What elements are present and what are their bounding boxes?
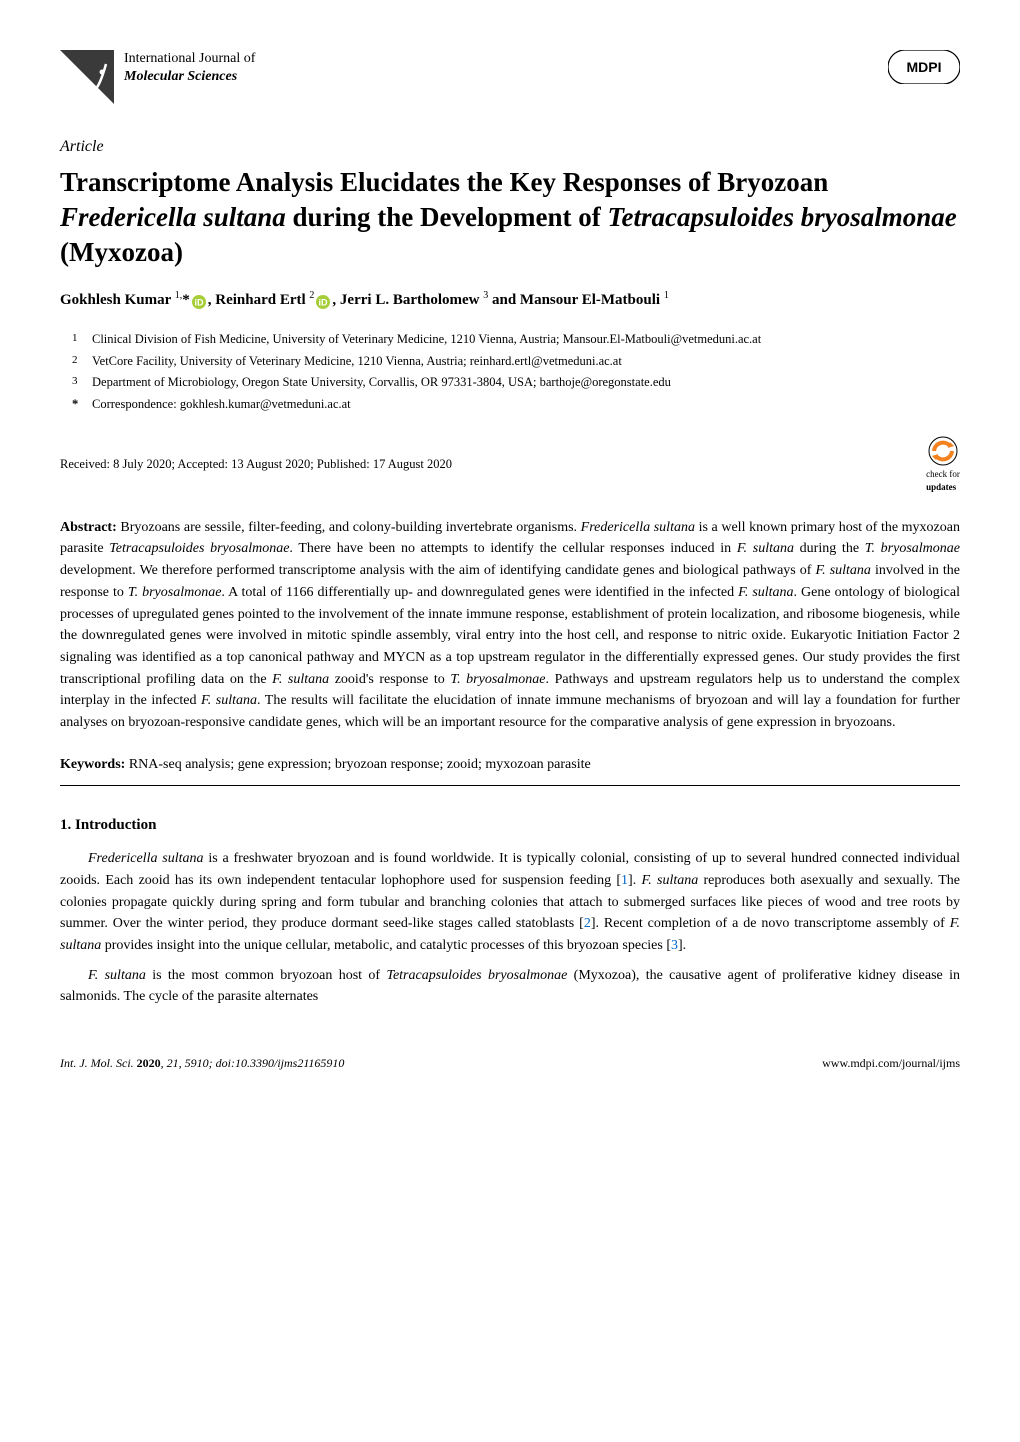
check-for-updates-badge[interactable]: check forupdates — [926, 434, 960, 495]
italic-term: F. sultana — [737, 541, 794, 556]
footer-link[interactable]: www.mdpi.com/journal/ijms — [822, 1056, 960, 1070]
correspondence-mark: * — [72, 395, 78, 414]
journal-name-line2: Molecular Sciences — [124, 68, 255, 86]
correspondence-row: * Correspondence: gokhlesh.kumar@vetmedu… — [92, 395, 960, 414]
journal-name: International Journal of Molecular Scien… — [124, 50, 255, 86]
title-part3: during the Development of — [286, 202, 608, 232]
affiliation-text: Department of Microbiology, Oregon State… — [92, 373, 671, 392]
italic-term: F. sultana — [88, 968, 146, 983]
italic-term: F. sultana — [272, 672, 329, 687]
author-1: Gokhlesh Kumar — [60, 292, 175, 308]
body-paragraph: F. sultana is the most common bryozoan h… — [60, 965, 960, 1008]
italic-term: Tetracapsuloides bryosalmonae — [386, 968, 567, 983]
article-type: Article — [60, 135, 960, 159]
footer-left: Int. J. Mol. Sci. 2020, 21, 5910; doi:10… — [60, 1054, 344, 1072]
journal-name-line1: International Journal of — [124, 50, 255, 68]
affiliation-row: 2 VetCore Facility, University of Veteri… — [92, 352, 960, 371]
author-1-star: * — [182, 292, 190, 308]
footer-year: 2020 — [137, 1056, 161, 1070]
footer-right[interactable]: www.mdpi.com/journal/ijms — [822, 1054, 960, 1072]
keywords-label: Keywords: — [60, 757, 125, 772]
dates-text: Received: 8 July 2020; Accepted: 13 Augu… — [60, 455, 452, 474]
affiliation-num: 2 — [72, 352, 78, 369]
article-title: Transcriptome Analysis Elucidates the Ke… — [60, 165, 960, 270]
header: International Journal of Molecular Scien… — [60, 50, 960, 111]
mdpi-logo-icon: MDPI — [888, 50, 960, 91]
author-3: , Jerri L. Bartholomew — [332, 292, 483, 308]
title-part4-italic: Tetracapsuloides bryosalmonae — [608, 202, 957, 232]
abstract-paragraph: Abstract: Bryozoans are sessile, filter-… — [60, 517, 960, 734]
affiliation-row: 3 Department of Microbiology, Oregon Sta… — [92, 373, 960, 392]
keywords-line: Keywords: RNA-seq analysis; gene express… — [60, 754, 960, 775]
author-2: , Reinhard Ertl — [208, 292, 310, 308]
divider — [60, 785, 960, 786]
italic-term: T. bryosalmonae — [128, 585, 222, 600]
title-part1: Transcriptome Analysis Elucidates the Ke… — [60, 167, 828, 197]
affiliation-num: 1 — [72, 330, 78, 347]
italic-term: F. sultana — [815, 563, 871, 578]
authors-line: Gokhlesh Kumar 1,*iD, Reinhard Ertl 2iD,… — [60, 288, 960, 312]
italic-term: F. sultana — [738, 585, 793, 600]
dates-row: Received: 8 July 2020; Accepted: 13 Augu… — [60, 434, 960, 495]
italic-term: Tetracapsuloides bryosalmonae — [109, 541, 289, 556]
keywords-text: RNA-seq analysis; gene expression; bryoz… — [125, 757, 590, 772]
affiliation-text: Clinical Division of Fish Medicine, Univ… — [92, 330, 761, 349]
check-updates-label: check forupdates — [926, 468, 960, 495]
footer-journal-abbrev: Int. J. Mol. Sci. — [60, 1056, 137, 1070]
section-heading-introduction: 1. Introduction — [60, 814, 960, 837]
reference-link[interactable]: 2 — [584, 916, 591, 931]
author-4-sup: 1 — [664, 290, 669, 301]
author-2-sup: 2 — [309, 290, 314, 301]
check-updates-icon — [926, 434, 960, 468]
svg-text:iD: iD — [194, 297, 204, 307]
correspondence-text: Correspondence: gokhlesh.kumar@vetmeduni… — [92, 395, 351, 414]
author-4: and Mansour El-Matbouli — [488, 292, 664, 308]
italic-term: T. bryosalmonae — [450, 672, 545, 687]
svg-text:MDPI: MDPI — [907, 59, 942, 75]
affiliation-text: VetCore Facility, University of Veterina… — [92, 352, 622, 371]
body-paragraph: Fredericella sultana is a freshwater bry… — [60, 848, 960, 956]
affiliation-num: 3 — [72, 373, 78, 390]
title-part5: (Myxozoa) — [60, 237, 183, 267]
reference-link[interactable]: 3 — [671, 938, 678, 953]
italic-term: T. bryosalmonae — [865, 541, 960, 556]
journal-logo-block: International Journal of Molecular Scien… — [60, 50, 255, 111]
reference-link[interactable]: 1 — [621, 873, 628, 888]
footer-citation: , 21, 5910; doi:10.3390/ijms21165910 — [161, 1056, 345, 1070]
affiliation-row: 1 Clinical Division of Fish Medicine, Un… — [92, 330, 960, 349]
italic-term: F. sultana — [641, 873, 698, 888]
page-footer: Int. J. Mol. Sci. 2020, 21, 5910; doi:10… — [60, 1048, 960, 1072]
abstract-label: Abstract: — [60, 520, 117, 535]
ijms-logo-icon — [60, 50, 114, 111]
svg-text:iD: iD — [319, 297, 329, 307]
affiliations-block: 1 Clinical Division of Fish Medicine, Un… — [60, 330, 960, 414]
orcid-icon[interactable]: iD — [316, 294, 330, 308]
title-part2-italic: Fredericella sultana — [60, 202, 286, 232]
italic-term: Fredericella sultana — [88, 851, 204, 866]
italic-term: F. sultana — [201, 693, 257, 708]
italic-term: Fredericella sultana — [581, 520, 695, 535]
orcid-icon[interactable]: iD — [192, 294, 206, 308]
